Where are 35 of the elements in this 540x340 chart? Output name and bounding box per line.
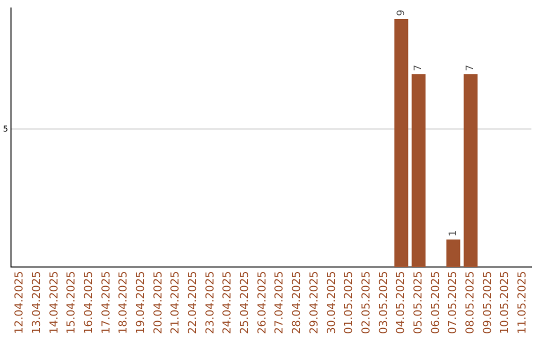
x-tick-label: 04.05.2025 (394, 271, 408, 334)
x-tick-label: 03.05.2025 (376, 271, 390, 334)
x-tick-label: 10.05.2025 (498, 271, 512, 334)
x-tick-label: 29.04.2025 (307, 271, 320, 334)
data-label: 7 (413, 64, 424, 72)
x-tick-label: 26.04.2025 (255, 271, 268, 334)
x-tick-label: 13.04.2025 (30, 271, 43, 334)
x-tick-label: 11.05.2025 (516, 271, 529, 334)
data-label: 1 (448, 230, 459, 236)
x-tick-label: 17.04.2025 (99, 271, 112, 334)
x-tick-label: 08.05.2025 (464, 271, 476, 334)
x-tick-label: 12.04.2025 (12, 271, 26, 334)
x-tick-label: 18.04.2025 (116, 271, 130, 334)
x-tick-label: 05.05.2025 (411, 271, 424, 334)
x-tick-label: 01.05.2025 (342, 271, 356, 334)
x-tick-label: 19.04.2025 (134, 271, 148, 334)
data-label: 7 (465, 64, 476, 72)
x-tick-label: 15.04.2025 (64, 271, 78, 334)
x-tick-label: 30.04.2025 (324, 271, 338, 334)
y-tick-label: 5 (2, 124, 8, 134)
x-tick-label: 25.04.2025 (238, 271, 252, 334)
x-tick-label: 24.04.2025 (220, 271, 234, 334)
x-tick-label: 27.04.2025 (272, 271, 286, 334)
x-tick-label: 22.04.2025 (186, 271, 200, 334)
data-label: 9 (396, 10, 407, 16)
x-tick-label: 23.04.2025 (203, 271, 216, 334)
x-tick-label: 07.05.2025 (446, 271, 460, 334)
x-tick-label: 09.05.2025 (480, 271, 494, 334)
x-tick-label: 20.04.2025 (151, 271, 164, 334)
x-tick-label: 21.04.2025 (168, 271, 182, 334)
x-tick-label: 14.04.2025 (47, 271, 60, 334)
x-tick-label: 02.05.2025 (359, 271, 372, 334)
x-tick-label: 16.04.2025 (82, 271, 95, 334)
x-tick-label: 28.04.2025 (290, 271, 304, 334)
x-tick-label: 06.05.2025 (428, 271, 442, 334)
